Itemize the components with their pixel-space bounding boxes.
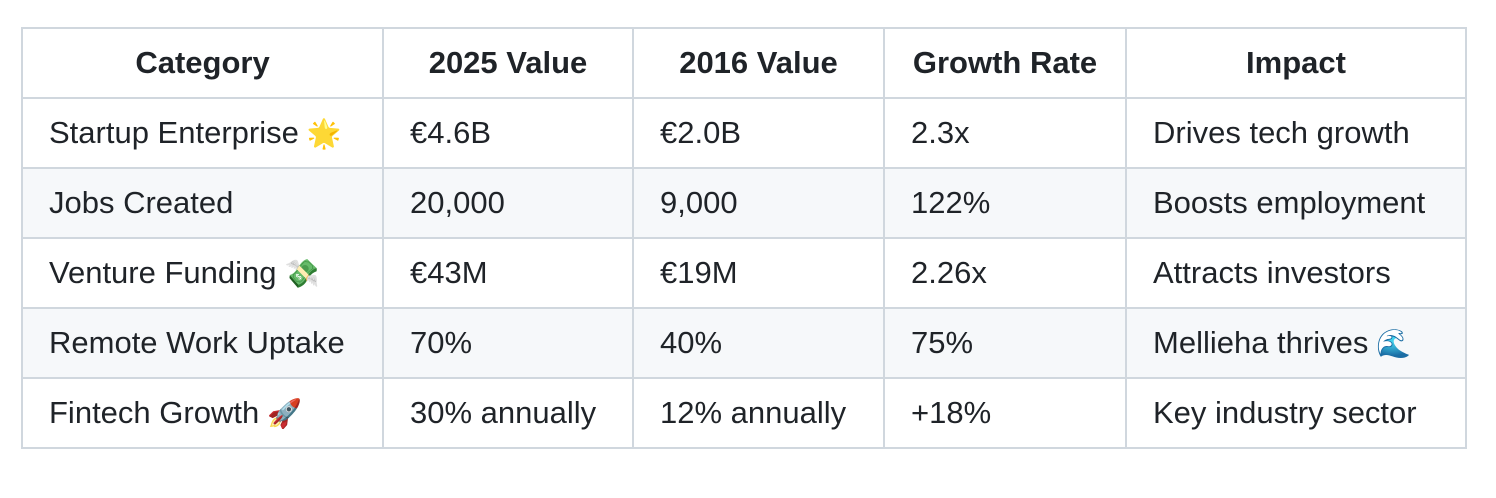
cell-2016-value: 12% annually	[632, 377, 885, 449]
table-row: Startup Enterprise 🌟 €4.6B €2.0B 2.3x Dri…	[21, 97, 1467, 169]
impact-label: Attracts investors	[1153, 255, 1391, 290]
data-table: Category 2025 Value 2016 Value Growth Ra…	[21, 27, 1467, 449]
cell-2025-value: €4.6B	[382, 97, 634, 169]
header-category: Category	[21, 27, 384, 99]
cell-2016-value: €2.0B	[632, 97, 885, 169]
impact-label: Mellieha thrives	[1153, 325, 1369, 360]
header-2016-value: 2016 Value	[632, 27, 885, 99]
category-label: Startup Enterprise	[49, 115, 299, 150]
table-row: Venture Funding 💸 €43M €19M 2.26x Attract…	[21, 237, 1467, 309]
category-label: Fintech Growth	[49, 395, 260, 430]
money-with-wings-icon: 💸	[284, 257, 320, 290]
table-row: Fintech Growth 🚀 30% annually 12% annuall…	[21, 377, 1467, 449]
cell-category: Remote Work Uptake	[21, 307, 384, 379]
header-growth-rate: Growth Rate	[883, 27, 1127, 99]
cell-category: Startup Enterprise 🌟	[21, 97, 384, 169]
impact-label: Key industry sector	[1153, 395, 1417, 430]
cell-impact: Mellieha thrives 🌊	[1125, 307, 1467, 379]
header-impact: Impact	[1125, 27, 1467, 99]
cell-impact: Drives tech growth	[1125, 97, 1467, 169]
cell-2025-value: €43M	[382, 237, 634, 309]
cell-2025-value: 30% annually	[382, 377, 634, 449]
cell-2016-value: 40%	[632, 307, 885, 379]
cell-growth-rate: 122%	[883, 167, 1127, 239]
table-header: Category 2025 Value 2016 Value Growth Ra…	[21, 27, 1467, 99]
category-label: Remote Work Uptake	[49, 325, 345, 360]
table-row: Remote Work Uptake 70% 40% 75% Mellieha …	[21, 307, 1467, 379]
wave-icon: 🌊	[1376, 327, 1412, 360]
cell-growth-rate: +18%	[883, 377, 1127, 449]
cell-2025-value: 70%	[382, 307, 634, 379]
cell-category: Jobs Created	[21, 167, 384, 239]
rocket-icon: 🚀	[267, 397, 303, 430]
table-row: Jobs Created 20,000 9,000 122% Boosts em…	[21, 167, 1467, 239]
cell-growth-rate: 2.26x	[883, 237, 1127, 309]
category-label: Venture Funding	[49, 255, 277, 290]
cell-impact: Key industry sector	[1125, 377, 1467, 449]
cell-2016-value: 9,000	[632, 167, 885, 239]
header-row: Category 2025 Value 2016 Value Growth Ra…	[21, 27, 1467, 99]
cell-impact: Boosts employment	[1125, 167, 1467, 239]
cell-2016-value: €19M	[632, 237, 885, 309]
cell-growth-rate: 2.3x	[883, 97, 1127, 169]
cell-category: Venture Funding 💸	[21, 237, 384, 309]
cell-category: Fintech Growth 🚀	[21, 377, 384, 449]
category-label: Jobs Created	[49, 185, 234, 220]
impact-label: Drives tech growth	[1153, 115, 1410, 150]
cell-impact: Attracts investors	[1125, 237, 1467, 309]
impact-label: Boosts employment	[1153, 185, 1426, 220]
data-table-container: Category 2025 Value 2016 Value Growth Ra…	[21, 27, 1467, 449]
header-2025-value: 2025 Value	[382, 27, 634, 99]
cell-2025-value: 20,000	[382, 167, 634, 239]
cell-growth-rate: 75%	[883, 307, 1127, 379]
star-icon: 🌟	[306, 117, 342, 150]
table-body: Startup Enterprise 🌟 €4.6B €2.0B 2.3x Dri…	[21, 97, 1467, 449]
